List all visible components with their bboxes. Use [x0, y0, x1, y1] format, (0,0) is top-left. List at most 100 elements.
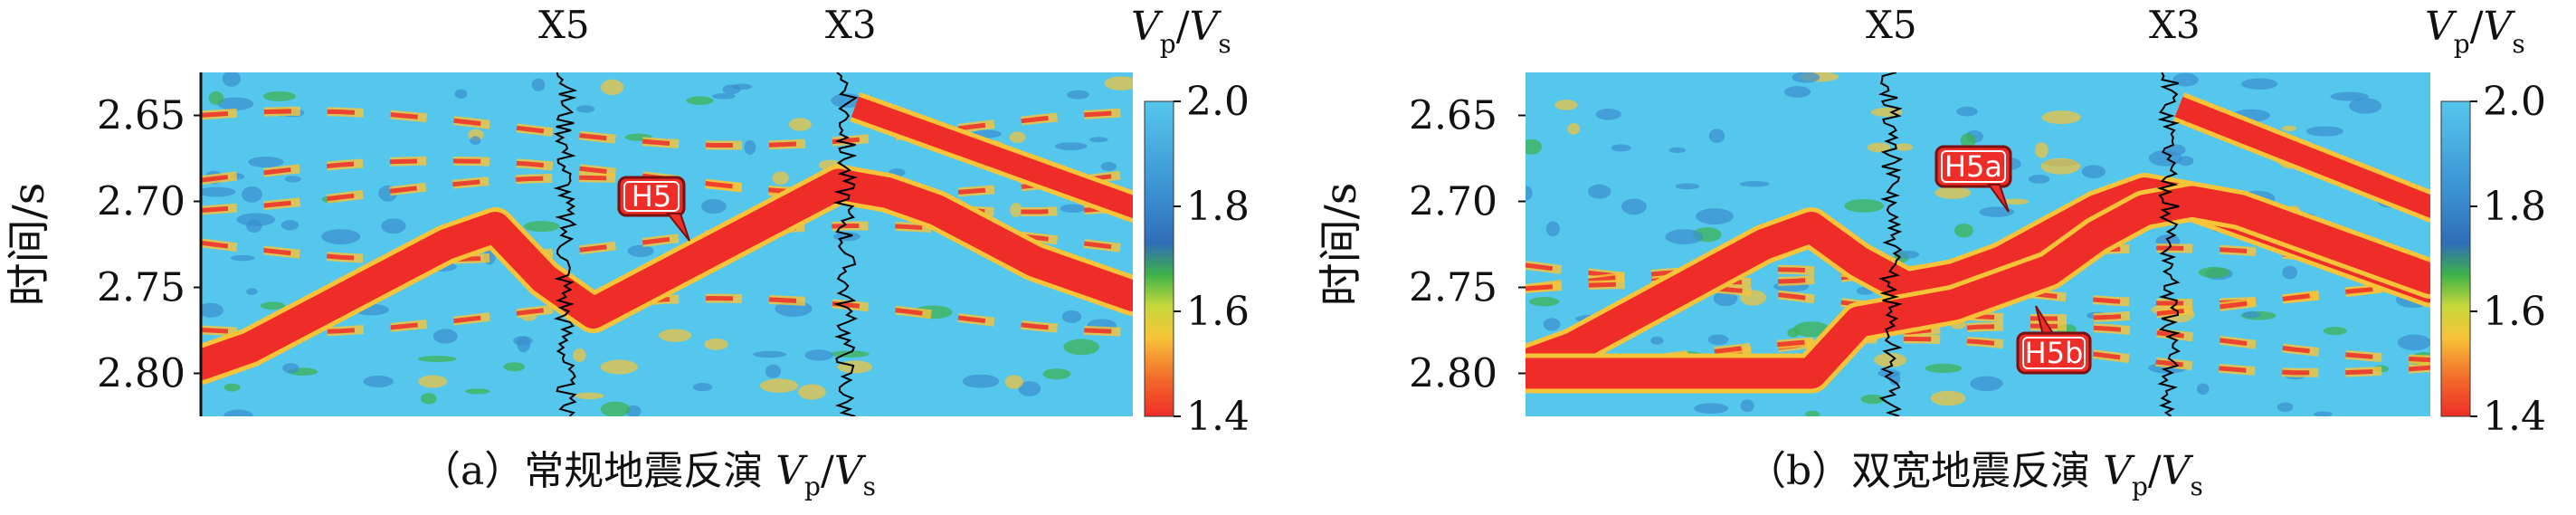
heatmap-speckle: [2242, 310, 2260, 319]
heatmap-speckle: [753, 350, 787, 358]
callout-h5a-inner: [1941, 150, 2006, 183]
heatmap-speckle: [1567, 123, 1581, 135]
heatmap-speckle: [417, 356, 457, 363]
heatmap-speckle: [2177, 156, 2194, 167]
well-label-x5: X5: [538, 3, 590, 47]
heatmap-speckle: [744, 139, 756, 155]
cb-a-title-v2: V: [1190, 4, 1222, 50]
callout-h5b-inner: [2022, 337, 2086, 369]
well-logs-a: [553, 72, 859, 416]
heatmap-speckle: [626, 405, 642, 416]
well-label-x3-b: X3: [2149, 3, 2201, 47]
heatmap-speckle: [1874, 352, 1907, 367]
caption-b-p: p: [2132, 472, 2148, 501]
heatmap-speckle: [1010, 202, 1022, 217]
heatmap-speckle: [765, 364, 781, 378]
heatmap-speckle: [262, 91, 296, 101]
heatmap-speckle: [1956, 106, 1978, 117]
heatmap-speckle: [1696, 208, 1734, 225]
heatmap-speckle: [1675, 183, 1699, 190]
heatmap-speckle: [523, 221, 560, 233]
heatmap-speckle: [575, 392, 604, 400]
colorbar-tick-label: 1.8: [1186, 184, 1250, 230]
heatmap-speckle: [2034, 142, 2048, 158]
heatmap-speckle: [1650, 336, 1664, 345]
heatmap-speckle: [1100, 161, 1117, 172]
heatmap-speckle: [531, 78, 546, 91]
callout-h5-label: H5: [632, 179, 671, 214]
heatmap-speckle: [731, 83, 753, 91]
colorbar-b-bar: [2440, 100, 2471, 417]
colorbar-tick-label: 1.4: [2483, 394, 2546, 440]
heatmap-speckle: [1979, 206, 2015, 217]
heatmap-speckle: [1611, 144, 1631, 152]
y-tick-label: 2.75: [1409, 265, 1497, 311]
well-log-x3: [2156, 72, 2181, 416]
heatmap-speckle: [2323, 327, 2347, 336]
heatmap-speckle: [1668, 147, 1687, 153]
heatmap-speckle: [1621, 198, 1647, 215]
callout-h5-inner: [623, 181, 680, 212]
heatmap-speckle: [1925, 363, 1963, 374]
heatmap-speckle: [797, 384, 826, 400]
heatmap-speckle: [284, 176, 301, 183]
heatmap-speckle: [2041, 110, 2081, 125]
heatmap-speckle: [1896, 250, 1920, 259]
heatmap-speckle: [1792, 72, 1820, 83]
colorbar-tick-label: 1.6: [1186, 289, 1250, 335]
caption-b-v1: V: [2103, 448, 2135, 494]
well-labels-a: X5 X3: [538, 3, 877, 47]
heatmap-speckle: [1054, 142, 1088, 150]
caption-b-gap: [2090, 448, 2103, 494]
caption-b-label: （b）双宽地震反演: [1746, 448, 2090, 494]
heatmap-speckle: [627, 244, 654, 258]
colorbar-tick-label: 2.0: [2483, 79, 2546, 125]
heatmap-speckle: [1713, 291, 1738, 307]
cb-a-title-slash: /: [1176, 4, 1190, 50]
colorbar-b: 2.01.81.61.4 Vp/Vs: [2425, 4, 2546, 440]
heatmap-speckle: [260, 301, 286, 310]
panel-a: X5 X3 2.65 2.70 2.75 2.80 时间/s H5 2.0 1.8 1.6…: [0, 0, 1285, 511]
heatmap-speckle: [804, 349, 833, 361]
heatmap-speckle: [1934, 186, 1972, 199]
heatmap-speckle: [1844, 199, 1885, 213]
heatmap-speckle: [701, 198, 727, 215]
heatmap-speckle: [1554, 100, 1578, 110]
heatmap-speckle: [517, 336, 531, 353]
y-tick-label: 2.75: [97, 265, 185, 311]
heatmap-speckle: [1740, 399, 1754, 413]
heatmap-speckle: [575, 105, 595, 113]
heatmap-speckle: [2172, 72, 2199, 87]
heatmap-speckle: [246, 288, 258, 295]
heatmap-speckle: [223, 409, 253, 416]
callout-h5a-label: H5a: [1944, 149, 2002, 184]
callout-h5a-pointer: [1987, 184, 2010, 213]
cb-b-title-v1: V: [2425, 4, 2457, 50]
heatmap-speckle: [1526, 138, 1543, 155]
heatmap-speckle: [1860, 394, 1885, 405]
caption-a: （a）常规地震反演 Vp/Vs: [421, 448, 876, 501]
heatmap-speckle: [217, 97, 254, 110]
heatmap-speckle: [1543, 318, 1561, 331]
heatmap-speckle: [1877, 369, 1901, 378]
caption-b-v2: V: [2162, 448, 2194, 494]
caption-a-s: s: [863, 472, 876, 501]
y-tick-label: 2.70: [97, 179, 185, 225]
thin-layer-core-4: [201, 109, 1133, 148]
heatmap-b: [1526, 72, 2430, 416]
cb-a-title-v1: V: [1131, 4, 1164, 50]
upper-layer: [851, 96, 1133, 219]
y-tick-label: 2.80: [97, 351, 185, 397]
heatmap-speckle: [363, 376, 394, 388]
heatmap-speckle: [686, 96, 714, 105]
heatmap-speckle: [282, 363, 299, 374]
heatmap-speckle: [2198, 266, 2230, 279]
heatmap-speckle: [280, 220, 299, 231]
heatmap-speckle: [1804, 410, 1820, 416]
heatmap-speckle: [208, 91, 224, 105]
heatmap-speckle: [1960, 133, 1976, 148]
heatmap-speckle: [470, 136, 481, 146]
colorbar-tick-label: 1.4: [1186, 394, 1250, 440]
heatmap-speckle: [2314, 411, 2333, 416]
heatmap-speckle: [1004, 375, 1023, 389]
